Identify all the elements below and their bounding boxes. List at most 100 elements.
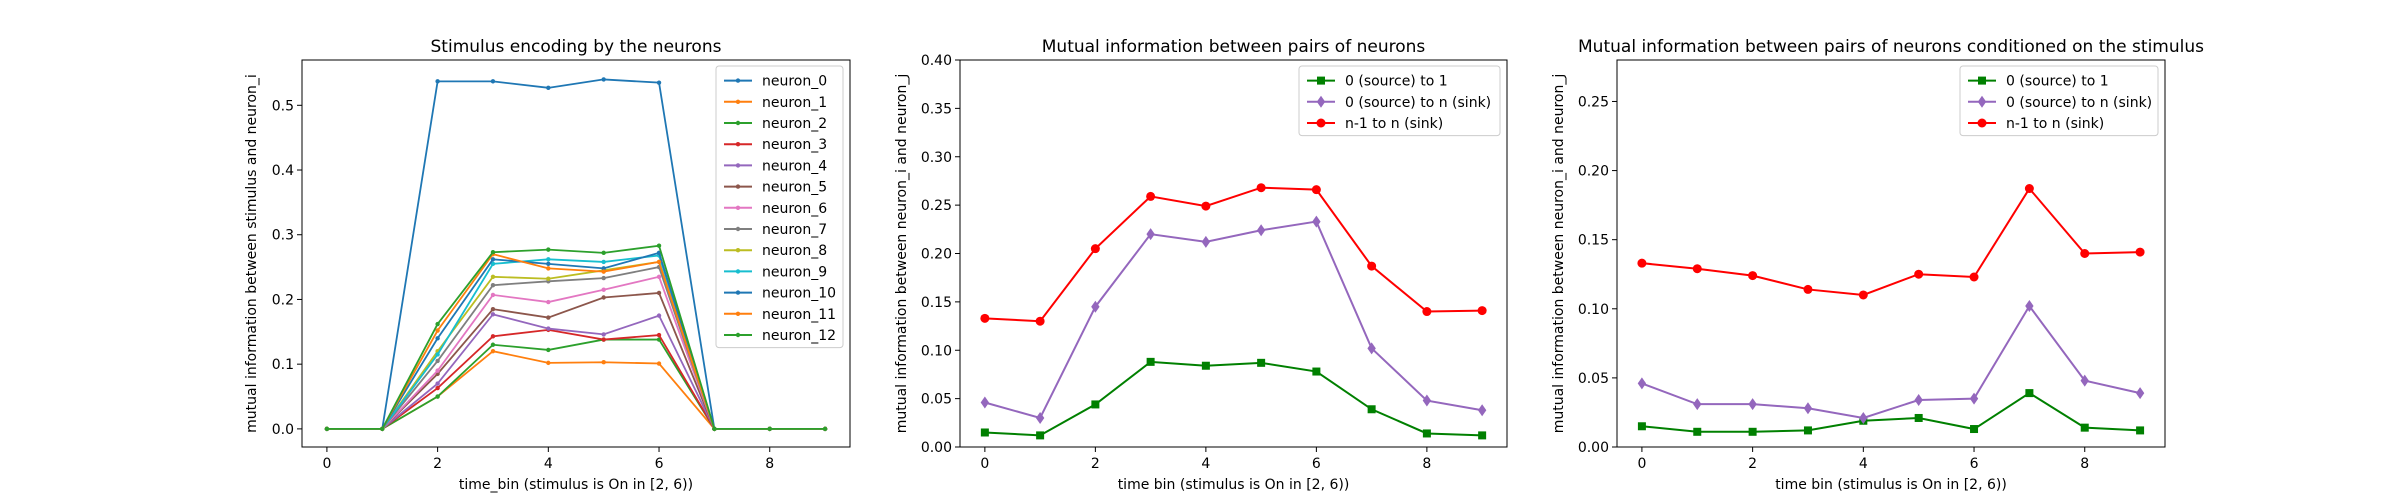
data-point <box>2135 387 2145 400</box>
data-point <box>546 315 551 320</box>
x-tick-label: 6 <box>1312 456 1321 472</box>
data-point <box>490 250 496 255</box>
legend-marker <box>735 290 741 295</box>
x-tick-label: 8 <box>1422 456 1431 472</box>
data-point <box>546 266 551 271</box>
data-point <box>601 332 606 337</box>
data-point <box>1969 392 1979 405</box>
legend-label: neuron_7 <box>762 222 827 238</box>
y-tick-label: 0.40 <box>921 53 952 69</box>
data-point <box>601 295 606 300</box>
series-line-1 <box>1641 391 2141 433</box>
data-point <box>601 269 606 274</box>
data-point <box>1969 272 1979 282</box>
data-point <box>1036 431 1045 440</box>
chart-3: Mutual information between pairs of neur… <box>1551 37 2204 493</box>
data-point <box>435 385 440 391</box>
legend-label: 0 (source) to n (sink) <box>2006 95 2152 111</box>
data-point <box>490 283 496 288</box>
data-point <box>1090 244 1100 254</box>
x-tick-label: 0 <box>1637 456 1646 472</box>
data-point <box>1367 261 1377 271</box>
data-point <box>546 326 551 331</box>
legend-label: neuron_4 <box>762 158 827 174</box>
chart-1: Stimulus encoding by the neurons 0 2 4 6 8 0.0… <box>244 37 851 493</box>
y-tick-label: 0.30 <box>921 150 952 166</box>
legend-marker <box>735 99 741 105</box>
legend-label: neuron_12 <box>762 328 836 344</box>
data-point <box>2025 300 2034 313</box>
data-point <box>1859 411 1868 424</box>
data-point <box>1035 411 1045 424</box>
data-point <box>435 368 440 373</box>
legend: 0 (source) to 1 0 (source) to n (sink) n-1… <box>1959 65 2159 137</box>
data-point <box>490 261 496 267</box>
legend-marker <box>735 120 741 126</box>
chart-title: Stimulus encoding by the neurons <box>431 37 722 57</box>
y-tick-label: 0.2 <box>272 292 294 308</box>
data-point <box>435 352 440 357</box>
x-tick-label: 2 <box>433 456 442 472</box>
x-tick-label: 8 <box>2080 456 2089 472</box>
data-point <box>490 292 496 298</box>
y-tick-label: 0.5 <box>272 98 294 114</box>
y-tick-label: 0.10 <box>1578 302 1609 318</box>
data-point <box>2080 423 2089 432</box>
x-tick-label: 2 <box>1091 456 1100 472</box>
data-point <box>490 257 496 262</box>
data-point <box>656 361 662 366</box>
y-tick-label: 0.15 <box>921 295 952 311</box>
y-tick-label: 0.0 <box>272 422 294 438</box>
data-point <box>601 275 606 281</box>
legend-marker <box>735 311 741 316</box>
y-tick-label: 0.4 <box>272 163 294 179</box>
data-point <box>601 337 606 342</box>
data-point <box>1201 361 1210 370</box>
data-point <box>1257 358 1266 367</box>
data-point <box>1748 427 1757 436</box>
data-point <box>1146 191 1156 201</box>
legend-marker <box>1977 95 1987 108</box>
chart-title: Mutual information between pairs of neur… <box>1578 37 2204 57</box>
y-tick-label: 0.25 <box>1578 94 1609 110</box>
data-point <box>435 358 440 364</box>
data-point <box>1970 425 1979 434</box>
plot-frame <box>959 59 1508 448</box>
data-point <box>546 257 551 262</box>
plot-frame <box>301 59 851 448</box>
x-tick-label: 0 <box>322 456 331 472</box>
data-point <box>1367 405 1376 414</box>
data-point <box>2080 249 2090 258</box>
legend: neuron_0 neuron_1 neuron_2 neuron_3 neuron_4… <box>715 65 844 349</box>
x-tick-label: 2 <box>1748 456 1757 472</box>
legend-label: neuron_0 <box>762 74 827 90</box>
data-point <box>712 426 717 432</box>
series-line-1 <box>984 360 1483 437</box>
legend-label: neuron_2 <box>762 116 827 132</box>
data-point <box>435 79 440 84</box>
data-point <box>601 259 606 265</box>
x-tick-label: 4 <box>1859 456 1868 472</box>
data-point <box>601 266 606 271</box>
data-point <box>2136 426 2145 435</box>
legend-marker <box>735 332 741 338</box>
data-point <box>656 80 662 85</box>
legend-box <box>1959 65 2159 137</box>
data-point <box>656 332 662 338</box>
data-point <box>546 247 551 252</box>
data-point <box>1256 224 1266 237</box>
y-tick-label: 0.1 <box>272 357 294 373</box>
data-point <box>1748 271 1758 281</box>
legend-label: n-1 to n (sink) <box>2006 116 2104 132</box>
data-point <box>490 274 496 279</box>
data-point <box>2080 374 2089 387</box>
legend-label: n-1 to n (sink) <box>1345 116 1443 132</box>
y-tick-label: 0.15 <box>1578 233 1609 249</box>
data-point <box>1914 413 1923 422</box>
data-point <box>767 426 772 432</box>
data-point <box>490 79 496 84</box>
data-point <box>1201 201 1211 211</box>
legend-marker <box>735 184 741 189</box>
y-axis-label: mutual information between stimulus and … <box>244 74 260 433</box>
